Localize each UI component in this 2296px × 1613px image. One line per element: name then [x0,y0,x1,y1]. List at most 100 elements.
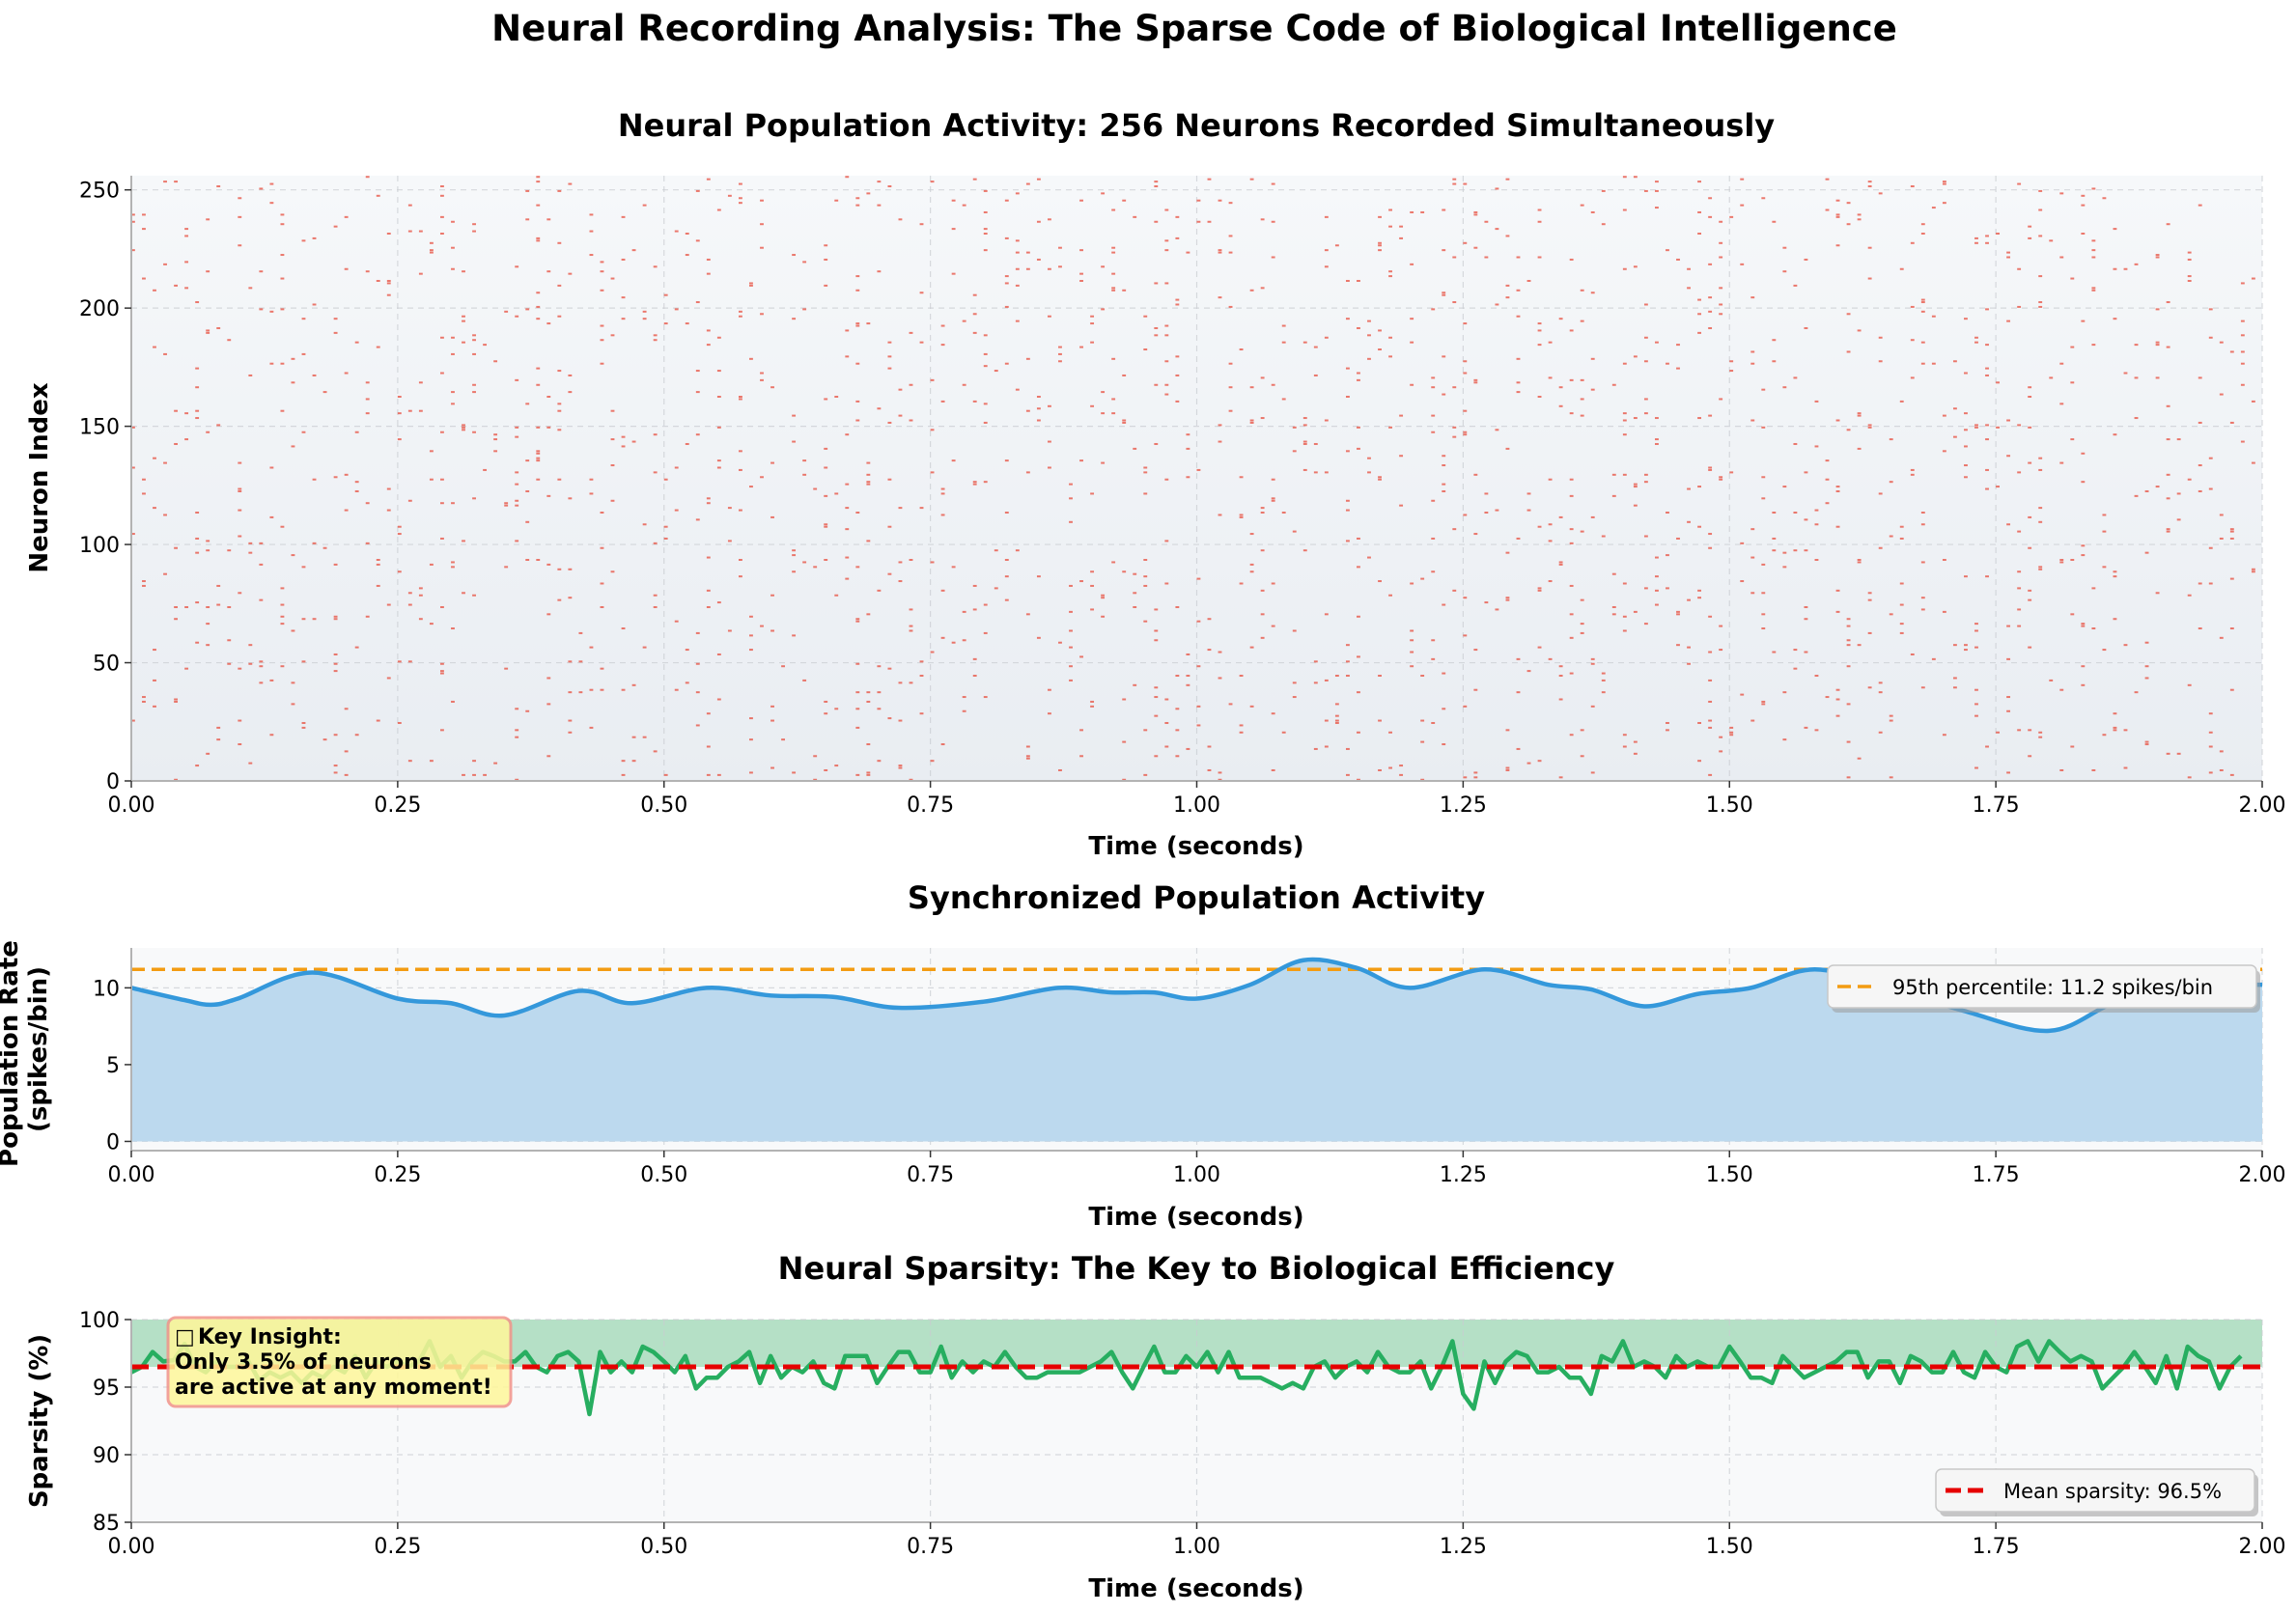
spike-mark [1378,719,1382,722]
spike-mark [1025,613,1030,616]
spike-mark [2059,403,2064,405]
sparsity-x-ticks: 0.00 0.25 0.50 0.75 1.00 1.25 1.50 1.75 2.00 [108,1522,2286,1559]
spike-mark [1399,225,1404,228]
spike-mark [1537,646,1542,649]
spike-mark [195,601,200,604]
spike-mark [866,540,871,542]
spike-mark [280,213,285,216]
spike-mark [1410,210,1414,213]
spike-mark [1495,509,1499,512]
spike-mark [1548,540,1553,542]
spike-mark [983,481,988,484]
spike-mark [1622,419,1627,422]
spike-mark [376,279,380,282]
spike-mark [1111,209,1116,211]
spike-mark [674,308,679,311]
spike-mark [2091,249,2096,252]
spike-mark [1260,549,1265,552]
spike-mark [312,478,317,481]
spike-mark [1633,752,1638,755]
spike-mark [1676,644,1680,647]
spike-mark [1569,542,1574,544]
spike-mark [1537,209,1542,211]
spike-mark [919,341,924,344]
y-tick-label: 95 [93,1377,120,1401]
x-tick-label: 2.00 [2239,1535,2286,1559]
spike-mark [153,507,156,510]
spike-mark [174,284,179,287]
spike-mark [1697,298,1702,301]
spike-mark [2187,251,2192,254]
spike-mark [1655,181,1659,183]
spike-mark [1004,236,1009,239]
spike-mark [1410,665,1414,668]
spike-mark [706,556,711,559]
spike-mark [227,605,232,608]
spike-mark [2113,228,2117,231]
spike-mark [1313,471,1318,474]
spike-mark [1729,734,1734,737]
spike-mark [1569,528,1574,531]
spike-mark [1985,575,1989,578]
spike-mark [1548,478,1553,481]
spike-mark [1761,627,1766,630]
spike-mark [1729,731,1734,734]
spike-mark [269,679,274,681]
spike-mark [238,592,242,595]
spike-mark [1516,691,1521,694]
spike-mark [706,605,711,608]
spike-mark [142,696,146,699]
spike-mark [322,546,327,549]
spike-mark [1846,639,1851,642]
spike-mark [333,318,338,320]
spike-mark [1964,412,1968,415]
spike-mark [909,629,913,632]
spike-mark [877,708,882,710]
spike-mark [1025,471,1030,474]
spike-mark [142,584,146,587]
spike-mark [1154,608,1159,611]
spike-mark [472,760,476,763]
spike-mark [621,296,626,299]
spike-mark [1111,398,1116,401]
spike-mark [855,324,860,327]
spike-mark [1740,580,1745,583]
spike-mark [536,383,541,386]
spike-mark [536,318,541,320]
spike-mark [2144,677,2149,680]
spike-mark [2028,546,2032,549]
spike-mark [1697,486,1702,488]
spike-mark [1036,396,1041,399]
spike-mark [2006,256,2011,259]
spike-mark [1345,279,1350,282]
spike-mark [1814,523,1819,526]
spike-mark [855,419,860,422]
spike-mark [972,675,977,678]
spike-mark [429,450,434,453]
spike-mark [898,719,903,722]
spike-mark [2017,587,2022,590]
spike-mark [1996,233,2000,236]
spike-mark [983,210,988,213]
spike-mark [2113,318,2117,320]
spike-mark [1228,703,1233,706]
spike-mark [887,421,892,424]
spike-mark [770,594,774,597]
spike-mark [568,568,573,570]
spike-mark [1058,360,1062,363]
x-tick-label: 1.00 [1173,793,1220,818]
raster-y-label: Neuron Index [25,382,54,573]
spike-mark [1750,419,1755,422]
spike-mark [248,287,253,290]
spike-mark [1719,736,1723,738]
spike-mark [2208,731,2213,734]
spike-mark [2081,452,2086,455]
spike-mark [1302,549,1307,552]
spike-mark [866,743,871,746]
spike-mark [1154,383,1159,386]
spike-mark [631,760,636,763]
spike-mark [1249,419,1254,422]
spike-mark [440,185,444,188]
spike-mark [1036,220,1041,223]
